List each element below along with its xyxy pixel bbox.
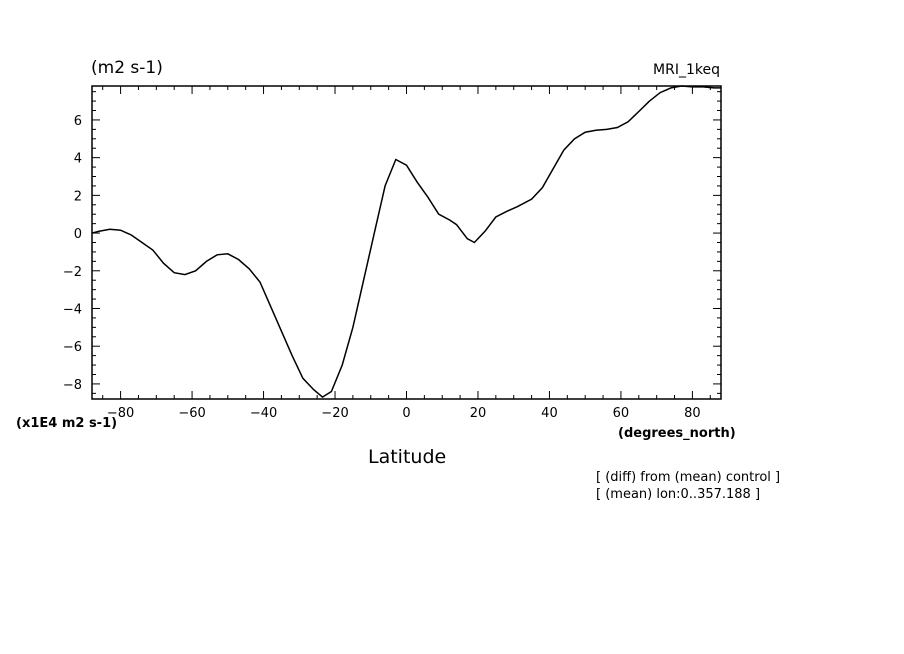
y-tick-label: 2 [74, 189, 82, 204]
y-axis-ticks: −8 −6 −4 −2 0 2 4 6 [63, 114, 721, 393]
note-diff: [ (diff) from (mean) control ] [596, 470, 781, 485]
x-tick-label: 20 [470, 406, 487, 421]
x-tick-label: 80 [684, 406, 701, 421]
x-axis-ticks: −80 −60 −40 −20 0 20 40 60 80 [107, 86, 701, 421]
x-axis-title: Latitude [368, 446, 447, 468]
y-tick-label: −4 [63, 302, 82, 317]
x-tick-label: −20 [321, 406, 348, 421]
y-tick-label: 4 [74, 152, 82, 167]
x-tick-label: 0 [402, 406, 410, 421]
y-tick-label: 0 [74, 227, 82, 242]
plot-frame [91, 85, 722, 400]
y-tick-label: −6 [63, 340, 82, 355]
x-tick-label: 40 [541, 406, 558, 421]
x-axis-units: (degrees_north) [618, 426, 736, 441]
minor-ticks [92, 86, 721, 399]
x-tick-label: −60 [178, 406, 205, 421]
data-series-line [91, 85, 721, 399]
y-tick-label: −2 [63, 265, 82, 280]
units-title: (m2 s-1) [91, 58, 163, 78]
x-tick-label: −80 [107, 406, 134, 421]
x-tick-label: −40 [250, 406, 277, 421]
y-tick-label: −8 [63, 378, 82, 393]
note-mean-lon: [ (mean) lon:0..357.188 ] [596, 487, 761, 502]
x-tick-label: 60 [613, 406, 630, 421]
run-label: MRI_1keq [653, 62, 720, 78]
y-tick-label: 6 [74, 114, 82, 129]
y-scale-label: (x1E4 m2 s-1) [16, 416, 118, 431]
